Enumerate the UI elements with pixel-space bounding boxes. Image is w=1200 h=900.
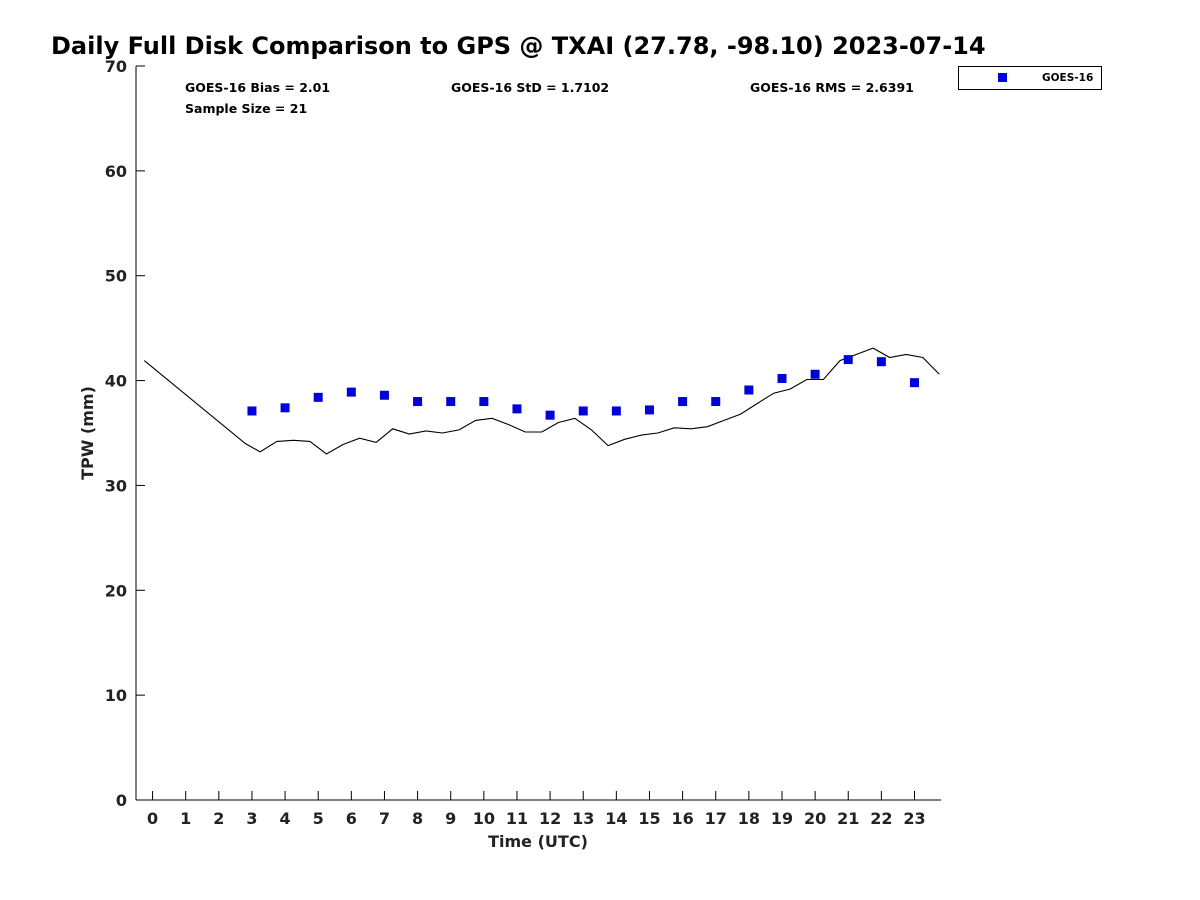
y-tick-label-4: 40 <box>105 372 127 391</box>
goes16-point-10 <box>578 406 588 416</box>
goes16-point-13 <box>678 397 688 407</box>
x-tick-label-4: 4 <box>280 809 291 828</box>
x-tick-label-9: 9 <box>445 809 456 828</box>
goes16-point-2 <box>313 392 323 402</box>
goes16-point-0 <box>247 406 257 416</box>
x-tick-label-2: 2 <box>213 809 224 828</box>
legend-box <box>958 66 1102 90</box>
goes16-point-7 <box>479 397 489 407</box>
x-tick-label-0: 0 <box>147 809 158 828</box>
x-tick-labels: 0 1 2 3 4 5 6 7 8 9 10 11 12 13 14 15 16 17 18 19 20 21 22 23 <box>147 809 926 828</box>
x-tick-label-18: 18 <box>738 809 760 828</box>
goes16-point-9 <box>545 410 555 420</box>
goes16-point-18 <box>843 355 853 365</box>
goes16-point-16 <box>777 373 787 383</box>
goes16-point-4 <box>379 390 389 400</box>
goes16-point-8 <box>512 404 522 414</box>
x-tick-label-5: 5 <box>313 809 324 828</box>
x-tick-label-11: 11 <box>506 809 528 828</box>
goes16-point-11 <box>611 406 621 416</box>
y-tick-labels: 0 10 20 30 40 50 60 70 <box>105 57 127 810</box>
stat-sample-size: Sample Size = 21 <box>185 101 307 116</box>
goes16-point-20 <box>909 378 919 388</box>
x-tick-label-14: 14 <box>605 809 627 828</box>
stat-bias: GOES-16 Bias = 2.01 <box>185 80 330 95</box>
x-tick-label-6: 6 <box>346 809 357 828</box>
legend-label-goes16: GOES-16 <box>1042 72 1093 84</box>
y-axis-label: TPW (mm) <box>78 386 97 480</box>
gps-line-series <box>143 347 940 455</box>
goes16-point-17 <box>810 369 820 379</box>
x-tick-label-13: 13 <box>572 809 594 828</box>
x-tick-label-19: 19 <box>771 809 793 828</box>
goes16-point-6 <box>446 397 456 407</box>
y-tick-label-1: 10 <box>105 686 127 705</box>
legend: GOES-16 <box>958 66 1102 90</box>
x-tick-label-8: 8 <box>412 809 423 828</box>
gps-line <box>143 347 940 455</box>
x-tick-label-1: 1 <box>180 809 191 828</box>
x-tick-label-16: 16 <box>671 809 693 828</box>
y-tick-label-3: 30 <box>105 476 127 495</box>
stat-rms: GOES-16 RMS = 2.6391 <box>750 80 914 95</box>
x-tick-label-17: 17 <box>705 809 727 828</box>
y-tick-label-0: 0 <box>116 791 127 810</box>
chart-title: Daily Full Disk Comparison to GPS @ TXAI… <box>51 32 986 60</box>
y-tick-label-6: 60 <box>105 162 127 181</box>
x-tick-label-7: 7 <box>379 809 390 828</box>
stat-std: GOES-16 StD = 1.7102 <box>451 80 609 95</box>
goes16-point-1 <box>280 403 290 413</box>
x-tick-label-15: 15 <box>638 809 660 828</box>
x-tick-label-23: 23 <box>903 809 925 828</box>
x-tick-label-10: 10 <box>473 809 495 828</box>
y-tick-label-5: 50 <box>105 267 127 286</box>
axes <box>135 66 941 801</box>
goes16-point-5 <box>413 397 423 407</box>
x-tick-label-20: 20 <box>804 809 826 828</box>
goes16-point-15 <box>744 385 754 395</box>
goes16-marker-series <box>247 355 919 420</box>
goes16-point-19 <box>876 357 886 367</box>
goes16-point-14 <box>711 397 721 407</box>
goes16-point-3 <box>346 387 356 397</box>
goes16-point-12 <box>644 405 654 415</box>
legend-marker-goes16 <box>998 73 1007 82</box>
x-axis-label: Time (UTC) <box>488 832 588 851</box>
x-tick-label-3: 3 <box>246 809 257 828</box>
y-tick-label-7: 70 <box>105 57 127 76</box>
y-tick-label-2: 20 <box>105 581 127 600</box>
tick-marks <box>136 65 915 801</box>
x-tick-label-12: 12 <box>539 809 561 828</box>
x-tick-label-22: 22 <box>870 809 892 828</box>
x-tick-label-21: 21 <box>837 809 859 828</box>
